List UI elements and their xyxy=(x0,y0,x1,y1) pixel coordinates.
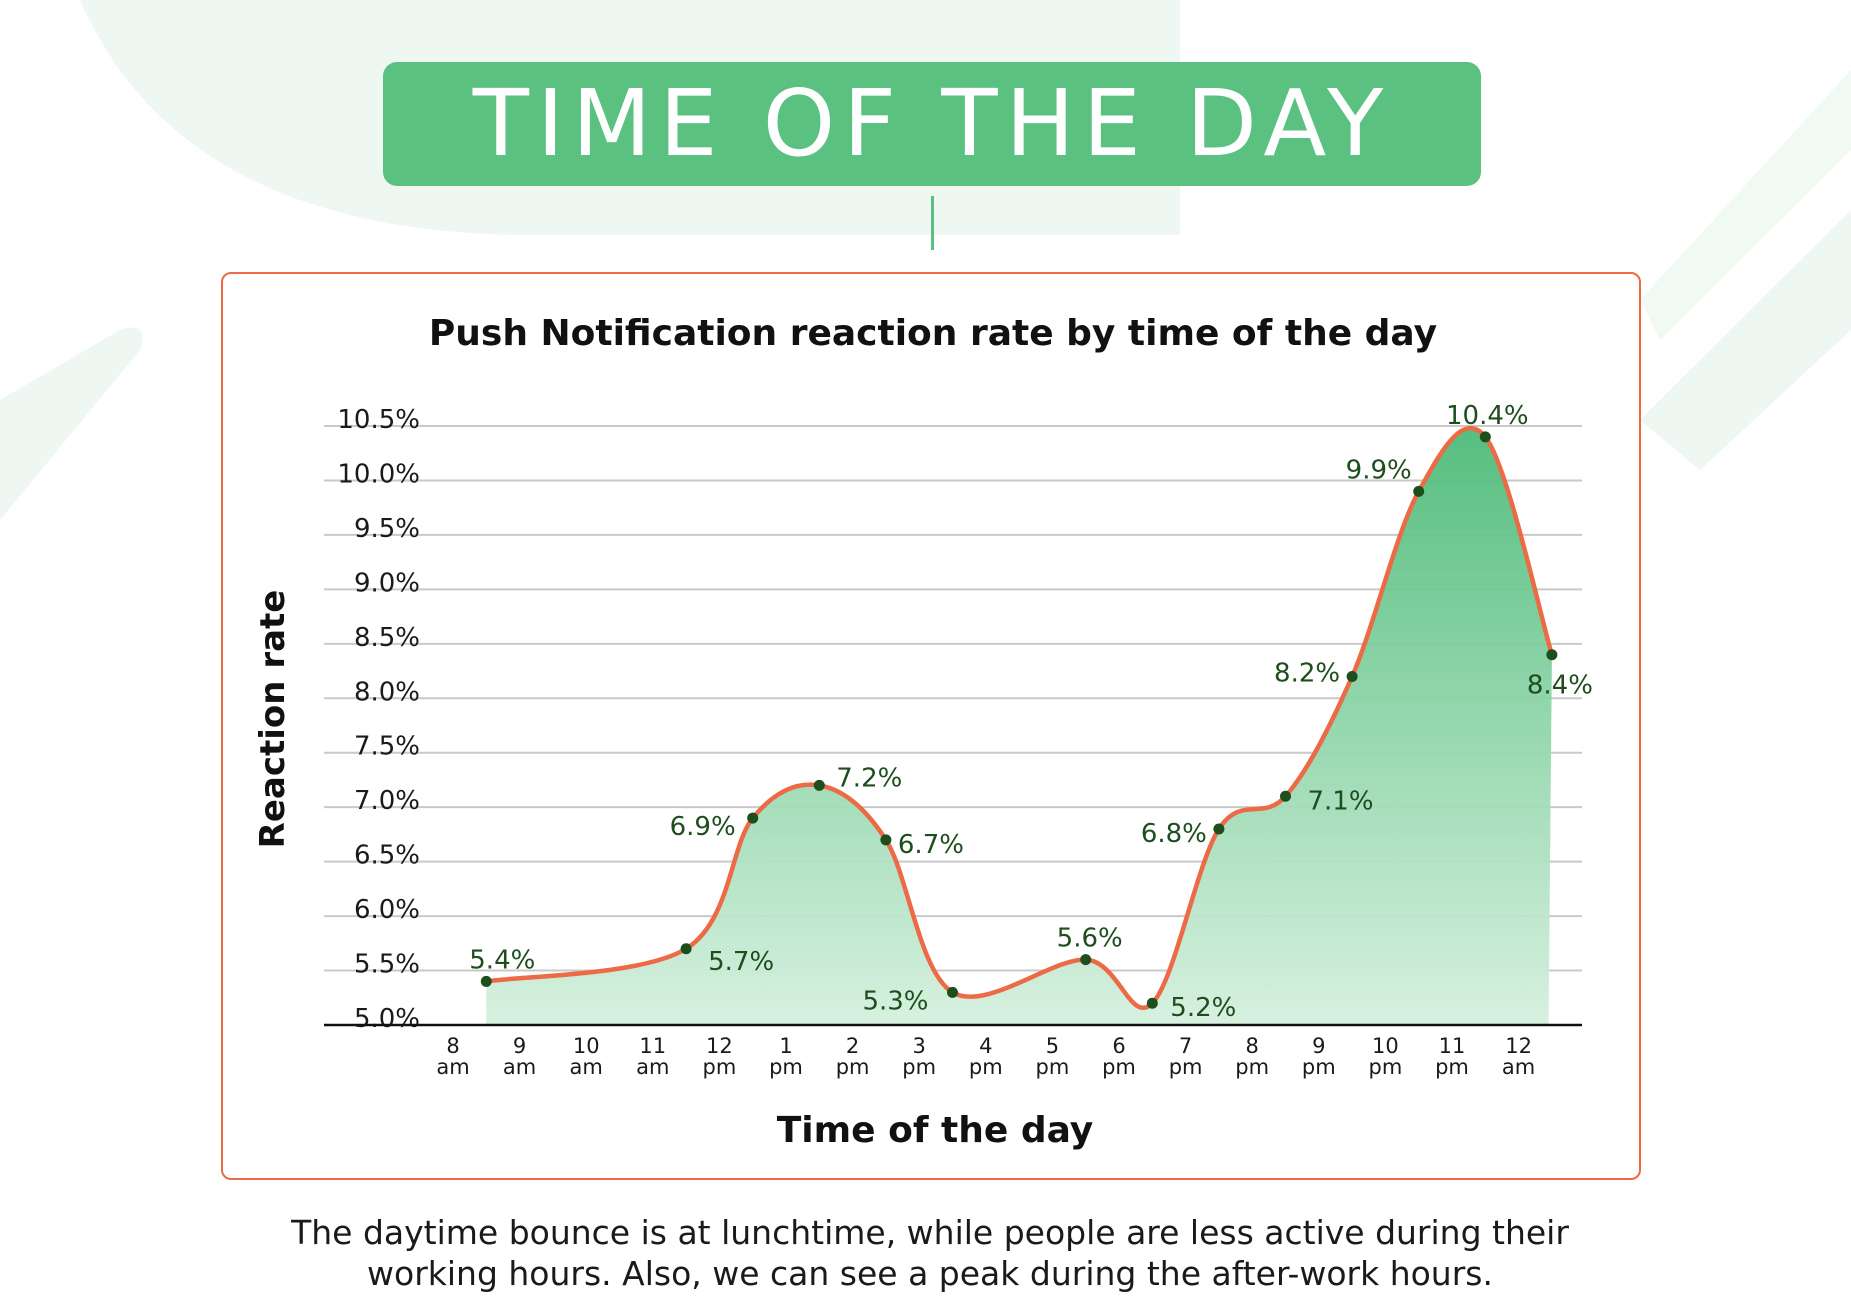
data-point xyxy=(1213,823,1225,835)
y-tick-label: 9.0% xyxy=(354,568,420,598)
data-label: 5.7% xyxy=(708,947,774,977)
data-point xyxy=(1146,997,1158,1009)
data-point xyxy=(1280,790,1291,802)
area-series xyxy=(485,426,1555,1025)
data-label: 8.2% xyxy=(1274,658,1340,688)
data-label: 6.8% xyxy=(1141,819,1207,849)
data-label: 6.7% xyxy=(898,830,964,860)
data-point xyxy=(1346,670,1358,682)
x-tick-label: pm xyxy=(1435,1055,1469,1079)
x-tick-label: pm xyxy=(1169,1055,1203,1079)
x-tick-label: am xyxy=(636,1055,669,1079)
data-point xyxy=(1546,649,1558,661)
y-tick-label: 5.0% xyxy=(354,1004,420,1034)
x-tick-label: 5 xyxy=(1046,1034,1059,1058)
data-label: 5.3% xyxy=(862,986,928,1016)
caption-line-2: working hours. Also, we can see a peak d… xyxy=(367,1254,1493,1293)
x-tick-label: pm xyxy=(1102,1055,1136,1079)
page-title: TIME OF THE DAY xyxy=(472,70,1392,177)
data-point xyxy=(747,812,759,824)
data-points: 5.4% 5.7% 6.9% 7.2% 6.7% 5.3% 5.6% 5.2% 6.8% 7.1%… xyxy=(469,401,1593,1023)
data-point xyxy=(1080,954,1092,966)
x-tick-label: 8 xyxy=(1246,1034,1259,1058)
y-tick-label: 10.0% xyxy=(337,459,420,489)
y-axis-title: Reaction rate xyxy=(253,590,293,849)
x-tick-label: 9 xyxy=(1312,1034,1325,1058)
data-point xyxy=(880,834,892,846)
x-tick-label: 3 xyxy=(913,1034,926,1058)
y-tick-label: 8.5% xyxy=(354,623,420,653)
x-tick-label: 8 xyxy=(446,1034,459,1058)
x-tick-label: pm xyxy=(1036,1055,1070,1079)
data-point xyxy=(947,986,958,998)
y-tick-label: 10.5% xyxy=(337,405,420,435)
caption-line-1: The daytime bounce is at lunchtime, whil… xyxy=(291,1213,1569,1252)
axes: 10.5% 10.0% 9.5% 9.0% 8.5% 8.0% 7.5% 7.0% 6.5% 6.… xyxy=(324,405,1582,1079)
x-tick-label: pm xyxy=(769,1055,803,1079)
x-tick-label: am xyxy=(436,1055,469,1079)
data-label: 8.4% xyxy=(1527,671,1593,701)
area-fill xyxy=(486,428,1552,1025)
x-tick-label: am xyxy=(1502,1055,1535,1079)
x-tick-label: 9 xyxy=(513,1034,526,1058)
data-point xyxy=(813,779,825,791)
x-tick-label: 2 xyxy=(846,1034,859,1058)
data-point xyxy=(1413,485,1425,497)
chart: Push Notification reaction rate by time … xyxy=(253,313,1593,1151)
y-tick-label: 7.5% xyxy=(354,732,420,762)
data-label: 5.4% xyxy=(469,945,535,975)
x-tick-label: pm xyxy=(969,1055,1003,1079)
data-point xyxy=(1479,431,1491,443)
x-tick-label: 11 xyxy=(1439,1034,1466,1058)
x-tick-label: 4 xyxy=(979,1034,992,1058)
x-tick-label: pm xyxy=(902,1055,936,1079)
x-tick-label: pm xyxy=(1302,1055,1336,1079)
data-label: 9.9% xyxy=(1346,455,1412,485)
caption: The daytime bounce is at lunchtime, whil… xyxy=(180,1212,1680,1294)
data-label: 7.2% xyxy=(836,763,902,793)
x-tick-label: 12 xyxy=(706,1034,733,1058)
y-tick-label: 7.0% xyxy=(354,786,420,816)
x-tick-label: pm xyxy=(1235,1055,1269,1079)
data-label: 5.2% xyxy=(1170,993,1236,1023)
x-tick-label: pm xyxy=(1369,1055,1403,1079)
data-point xyxy=(680,943,692,955)
y-tick-label: 8.0% xyxy=(354,677,420,707)
chart-frame: Push Notification reaction rate by time … xyxy=(221,272,1641,1180)
data-point xyxy=(480,975,492,987)
x-tick-label: 6 xyxy=(1112,1034,1125,1058)
y-tick-label: 6.5% xyxy=(354,841,420,871)
chart-title: Push Notification reaction rate by time … xyxy=(429,313,1437,354)
y-tick-label: 9.5% xyxy=(354,514,420,544)
x-tick-label: 11 xyxy=(639,1034,666,1058)
data-label: 10.4% xyxy=(1446,401,1529,431)
x-tick-label: 1 xyxy=(779,1034,792,1058)
y-tick-label: 5.5% xyxy=(354,950,420,980)
y-tick-label: 6.0% xyxy=(354,895,420,925)
x-tick-label: am xyxy=(503,1055,536,1079)
x-tick-label: 10 xyxy=(573,1034,600,1058)
data-label: 6.9% xyxy=(670,812,736,842)
x-tick-label: 12 xyxy=(1505,1034,1532,1058)
x-tick-label: pm xyxy=(836,1055,870,1079)
data-label: 5.6% xyxy=(1057,924,1123,954)
x-axis-title: Time of the day xyxy=(777,1110,1094,1151)
x-tick-label: pm xyxy=(703,1055,737,1079)
x-tick-label: am xyxy=(570,1055,603,1079)
x-tick-label: 10 xyxy=(1372,1034,1399,1058)
banner-connector-line xyxy=(931,196,934,250)
title-banner: TIME OF THE DAY xyxy=(383,62,1481,186)
data-label: 7.1% xyxy=(1308,786,1374,816)
x-tick-label: 7 xyxy=(1179,1034,1192,1058)
